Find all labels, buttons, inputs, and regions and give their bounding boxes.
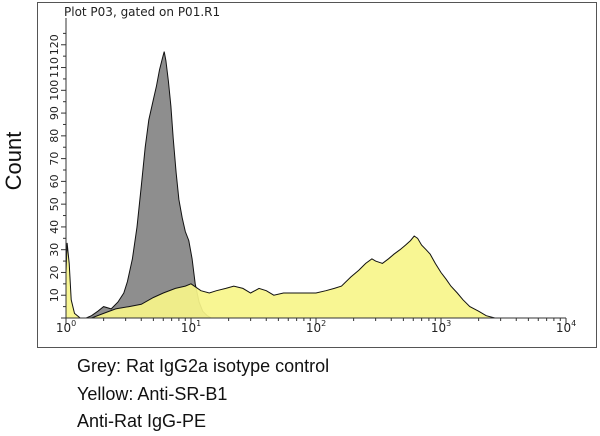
- y-tick-label-80: 80: [48, 129, 61, 143]
- caption-secondary-antibody: Anti-Rat IgG-PE: [77, 411, 207, 431]
- x-tick-label-100: 102: [306, 319, 326, 335]
- y-tick-label-50: 50: [48, 197, 61, 211]
- y-tick-label-110: 110: [48, 57, 61, 78]
- x-tick-label-10000: 104: [556, 319, 576, 335]
- axis-layer: 10 20 30 40 50 60 70 80 90 100 110 120 100 101 102 103 1…: [48, 18, 576, 335]
- x-tick-label-1000: 103: [431, 319, 451, 335]
- series-layer: [65, 51, 496, 319]
- plot-title: Plot P03, gated on P01.R1: [64, 5, 221, 19]
- caption-grey-isotype: Grey: Rat IgG2a isotype control: [77, 356, 330, 376]
- histogram-series-yellow: [65, 235, 496, 319]
- y-tick-label-60: 60: [48, 174, 61, 188]
- y-tick-label-20: 20: [48, 266, 61, 280]
- y-tick-label-70: 70: [48, 152, 61, 166]
- y-tick-label-40: 40: [48, 220, 61, 234]
- y-tick-label-90: 90: [48, 106, 61, 120]
- y-tick-label-100: 100: [48, 80, 61, 101]
- x-tick-label-1: 100: [56, 319, 76, 335]
- y-tick-label-120: 120: [48, 34, 61, 55]
- caption-yellow-antibody: Yellow: Anti-SR-B1: [77, 384, 228, 404]
- y-tick-label-30: 30: [48, 243, 61, 257]
- y-tick-label-10: 10: [48, 288, 61, 302]
- x-tick-label-10: 101: [181, 319, 201, 335]
- histogram-series-grey: [86, 51, 214, 319]
